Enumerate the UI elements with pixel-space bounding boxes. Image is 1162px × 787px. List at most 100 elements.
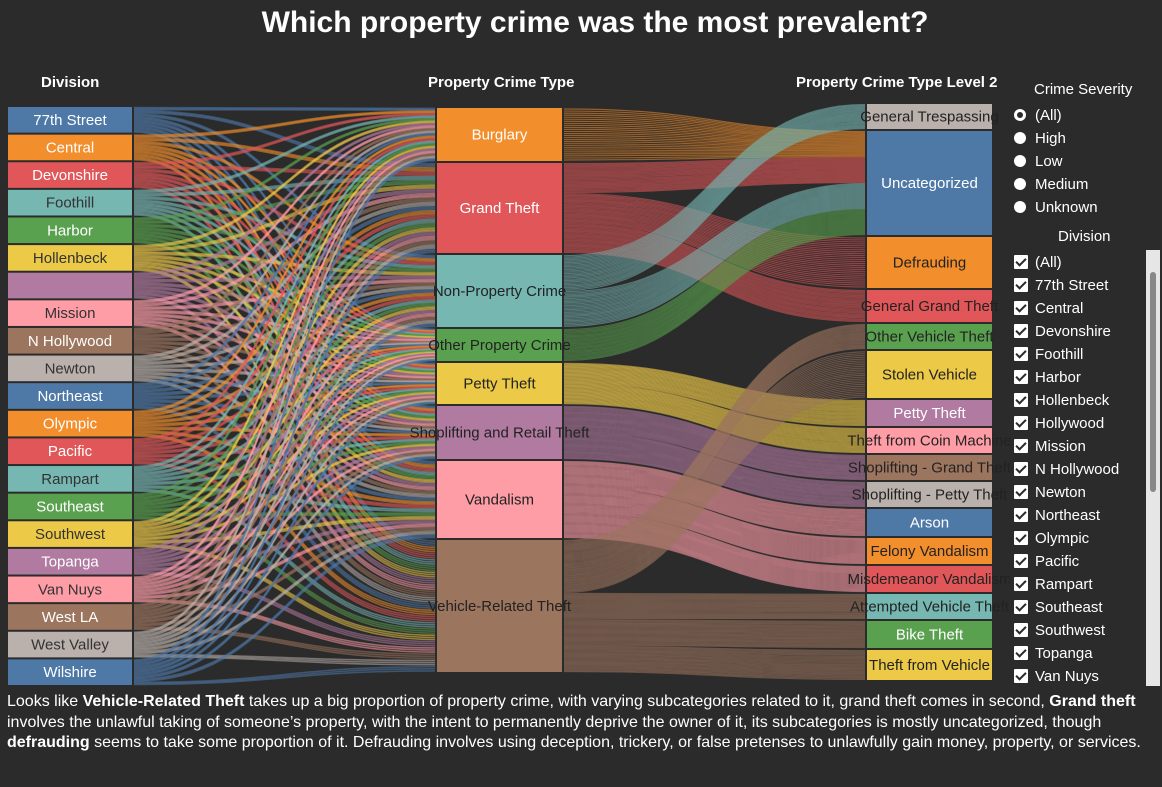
- level2-node-general-grand-theft[interactable]: [867, 290, 992, 322]
- division-option-mission[interactable]: Mission: [1014, 435, 1086, 457]
- radio-icon[interactable]: [1014, 132, 1026, 144]
- division-option-pacific[interactable]: Pacific: [1014, 550, 1079, 572]
- flow-link: [563, 233, 866, 361]
- division-node-northeast[interactable]: [8, 383, 132, 409]
- checkbox-icon[interactable]: [1014, 669, 1028, 683]
- division-option-southeast[interactable]: Southeast: [1014, 596, 1103, 618]
- checkbox-icon[interactable]: [1014, 508, 1028, 522]
- checkbox-icon[interactable]: [1014, 646, 1028, 660]
- flow-link: [563, 206, 866, 326]
- checkbox-icon[interactable]: [1014, 416, 1028, 430]
- type-node-shoplifting-and-retail-theft[interactable]: [437, 406, 562, 459]
- type-node-vandalism[interactable]: [437, 461, 562, 538]
- division-node-wilshire[interactable]: [8, 659, 132, 685]
- level2-node-attempted-vehicle-theft[interactable]: [867, 594, 992, 619]
- scrollbar-thumb[interactable]: [1150, 272, 1156, 492]
- division-option-harbor[interactable]: Harbor: [1014, 366, 1081, 388]
- checkbox-icon[interactable]: [1014, 554, 1028, 568]
- division-node-newton[interactable]: [8, 355, 132, 382]
- division-node-devonshire[interactable]: [8, 162, 132, 188]
- severity-option-low[interactable]: Low: [1014, 150, 1063, 172]
- division-option-van-nuys[interactable]: Van Nuys: [1014, 665, 1099, 687]
- level2-node-felony-vandalism[interactable]: [867, 538, 992, 564]
- division-node-pacific[interactable]: [8, 438, 132, 465]
- type-node-non-property-crime[interactable]: [437, 255, 562, 327]
- division-node-van-nuys[interactable]: [8, 576, 132, 603]
- level2-node-general-trespassing[interactable]: [867, 104, 992, 129]
- checkbox-icon[interactable]: [1014, 439, 1028, 453]
- checkbox-icon[interactable]: [1014, 324, 1028, 338]
- type-node-grand-theft[interactable]: [437, 163, 562, 253]
- severity-option-high[interactable]: High: [1014, 127, 1066, 149]
- checkbox-icon[interactable]: [1014, 301, 1028, 315]
- type-node-vehicle-related-theft[interactable]: [437, 540, 562, 672]
- checkbox-icon[interactable]: [1014, 623, 1028, 637]
- level2-node-arson[interactable]: [867, 509, 992, 536]
- division-node-southeast[interactable]: [8, 493, 132, 520]
- division-node-harbor[interactable]: [8, 217, 132, 244]
- level2-node-uncategorized[interactable]: [867, 131, 992, 235]
- division-option-rampart[interactable]: Rampart: [1014, 573, 1093, 595]
- level2-node-shoplifting-petty-theft[interactable]: [867, 482, 992, 507]
- checkbox-icon[interactable]: [1014, 278, 1028, 292]
- checkbox-icon[interactable]: [1014, 370, 1028, 384]
- checkbox-icon[interactable]: [1014, 577, 1028, 591]
- checkbox-icon[interactable]: [1014, 485, 1028, 499]
- level2-node-misdemeanor-vandalism[interactable]: [867, 566, 992, 592]
- division-option-topanga[interactable]: Topanga: [1014, 642, 1093, 664]
- level2-node-shoplifting-grand-theft[interactable]: [867, 455, 992, 480]
- type-node-petty-theft[interactable]: [437, 363, 562, 404]
- division-option-all[interactable]: (All): [1014, 251, 1062, 273]
- type-node-burglary[interactable]: [437, 108, 562, 161]
- division-option-northeast[interactable]: Northeast: [1014, 504, 1100, 526]
- radio-icon[interactable]: [1014, 201, 1026, 213]
- division-option-central[interactable]: Central: [1014, 297, 1083, 319]
- checkbox-icon[interactable]: [1014, 393, 1028, 407]
- flow-link: [133, 293, 436, 420]
- division-option-foothill[interactable]: Foothill: [1014, 343, 1083, 365]
- checkbox-icon[interactable]: [1014, 600, 1028, 614]
- division-option-olympic[interactable]: Olympic: [1014, 527, 1089, 549]
- checkbox-icon[interactable]: [1014, 347, 1028, 361]
- level2-node-petty-theft[interactable]: [867, 400, 992, 426]
- division-node-southwest[interactable]: [8, 521, 132, 547]
- severity-option-all[interactable]: (All): [1014, 104, 1062, 126]
- level2-node-other-vehicle-theft[interactable]: [867, 324, 992, 349]
- division-node-mission[interactable]: [8, 300, 132, 326]
- flow-link: [133, 371, 436, 430]
- level2-node-theft-from-vehicle[interactable]: [867, 650, 992, 680]
- division-node-west-valley[interactable]: [8, 631, 132, 658]
- division-option-southwest[interactable]: Southwest: [1014, 619, 1105, 641]
- severity-option-medium[interactable]: Medium: [1014, 173, 1088, 195]
- division-option-devonshire[interactable]: Devonshire: [1014, 320, 1111, 342]
- flow-link: [133, 207, 436, 389]
- radio-icon[interactable]: [1014, 109, 1026, 121]
- division-node-blank[interactable]: [8, 272, 132, 299]
- division-node-west-la[interactable]: [8, 604, 132, 630]
- severity-option-unknown[interactable]: Unknown: [1014, 196, 1098, 218]
- division-node-77th-street[interactable]: [8, 107, 132, 133]
- level2-node-stolen-vehicle[interactable]: [867, 351, 992, 398]
- level2-node-bike-theft[interactable]: [867, 621, 992, 648]
- division-option-n-hollywood[interactable]: N Hollywood: [1014, 458, 1119, 480]
- level2-node-defrauding[interactable]: [867, 237, 992, 288]
- checkbox-icon[interactable]: [1014, 462, 1028, 476]
- filter-scrollbar[interactable]: [1146, 250, 1160, 686]
- division-node-foothill[interactable]: [8, 189, 132, 216]
- division-node-rampart[interactable]: [8, 466, 132, 492]
- division-node-central[interactable]: [8, 134, 132, 161]
- division-option-hollenbeck[interactable]: Hollenbeck: [1014, 389, 1109, 411]
- division-option-77th-street[interactable]: 77th Street: [1014, 274, 1108, 296]
- checkbox-icon[interactable]: [1014, 531, 1028, 545]
- radio-icon[interactable]: [1014, 178, 1026, 190]
- radio-icon[interactable]: [1014, 155, 1026, 167]
- division-node-hollenbeck[interactable]: [8, 245, 132, 271]
- checkbox-icon[interactable]: [1014, 255, 1028, 269]
- division-node-n-hollywood[interactable]: [8, 327, 132, 354]
- division-option-newton[interactable]: Newton: [1014, 481, 1086, 503]
- type-node-other-property-crime[interactable]: [437, 329, 562, 361]
- division-node-topanga[interactable]: [8, 548, 132, 575]
- division-node-olympic[interactable]: [8, 410, 132, 437]
- level2-node-theft-from-coin-machine[interactable]: [867, 428, 992, 453]
- division-option-hollywood[interactable]: Hollywood: [1014, 412, 1104, 434]
